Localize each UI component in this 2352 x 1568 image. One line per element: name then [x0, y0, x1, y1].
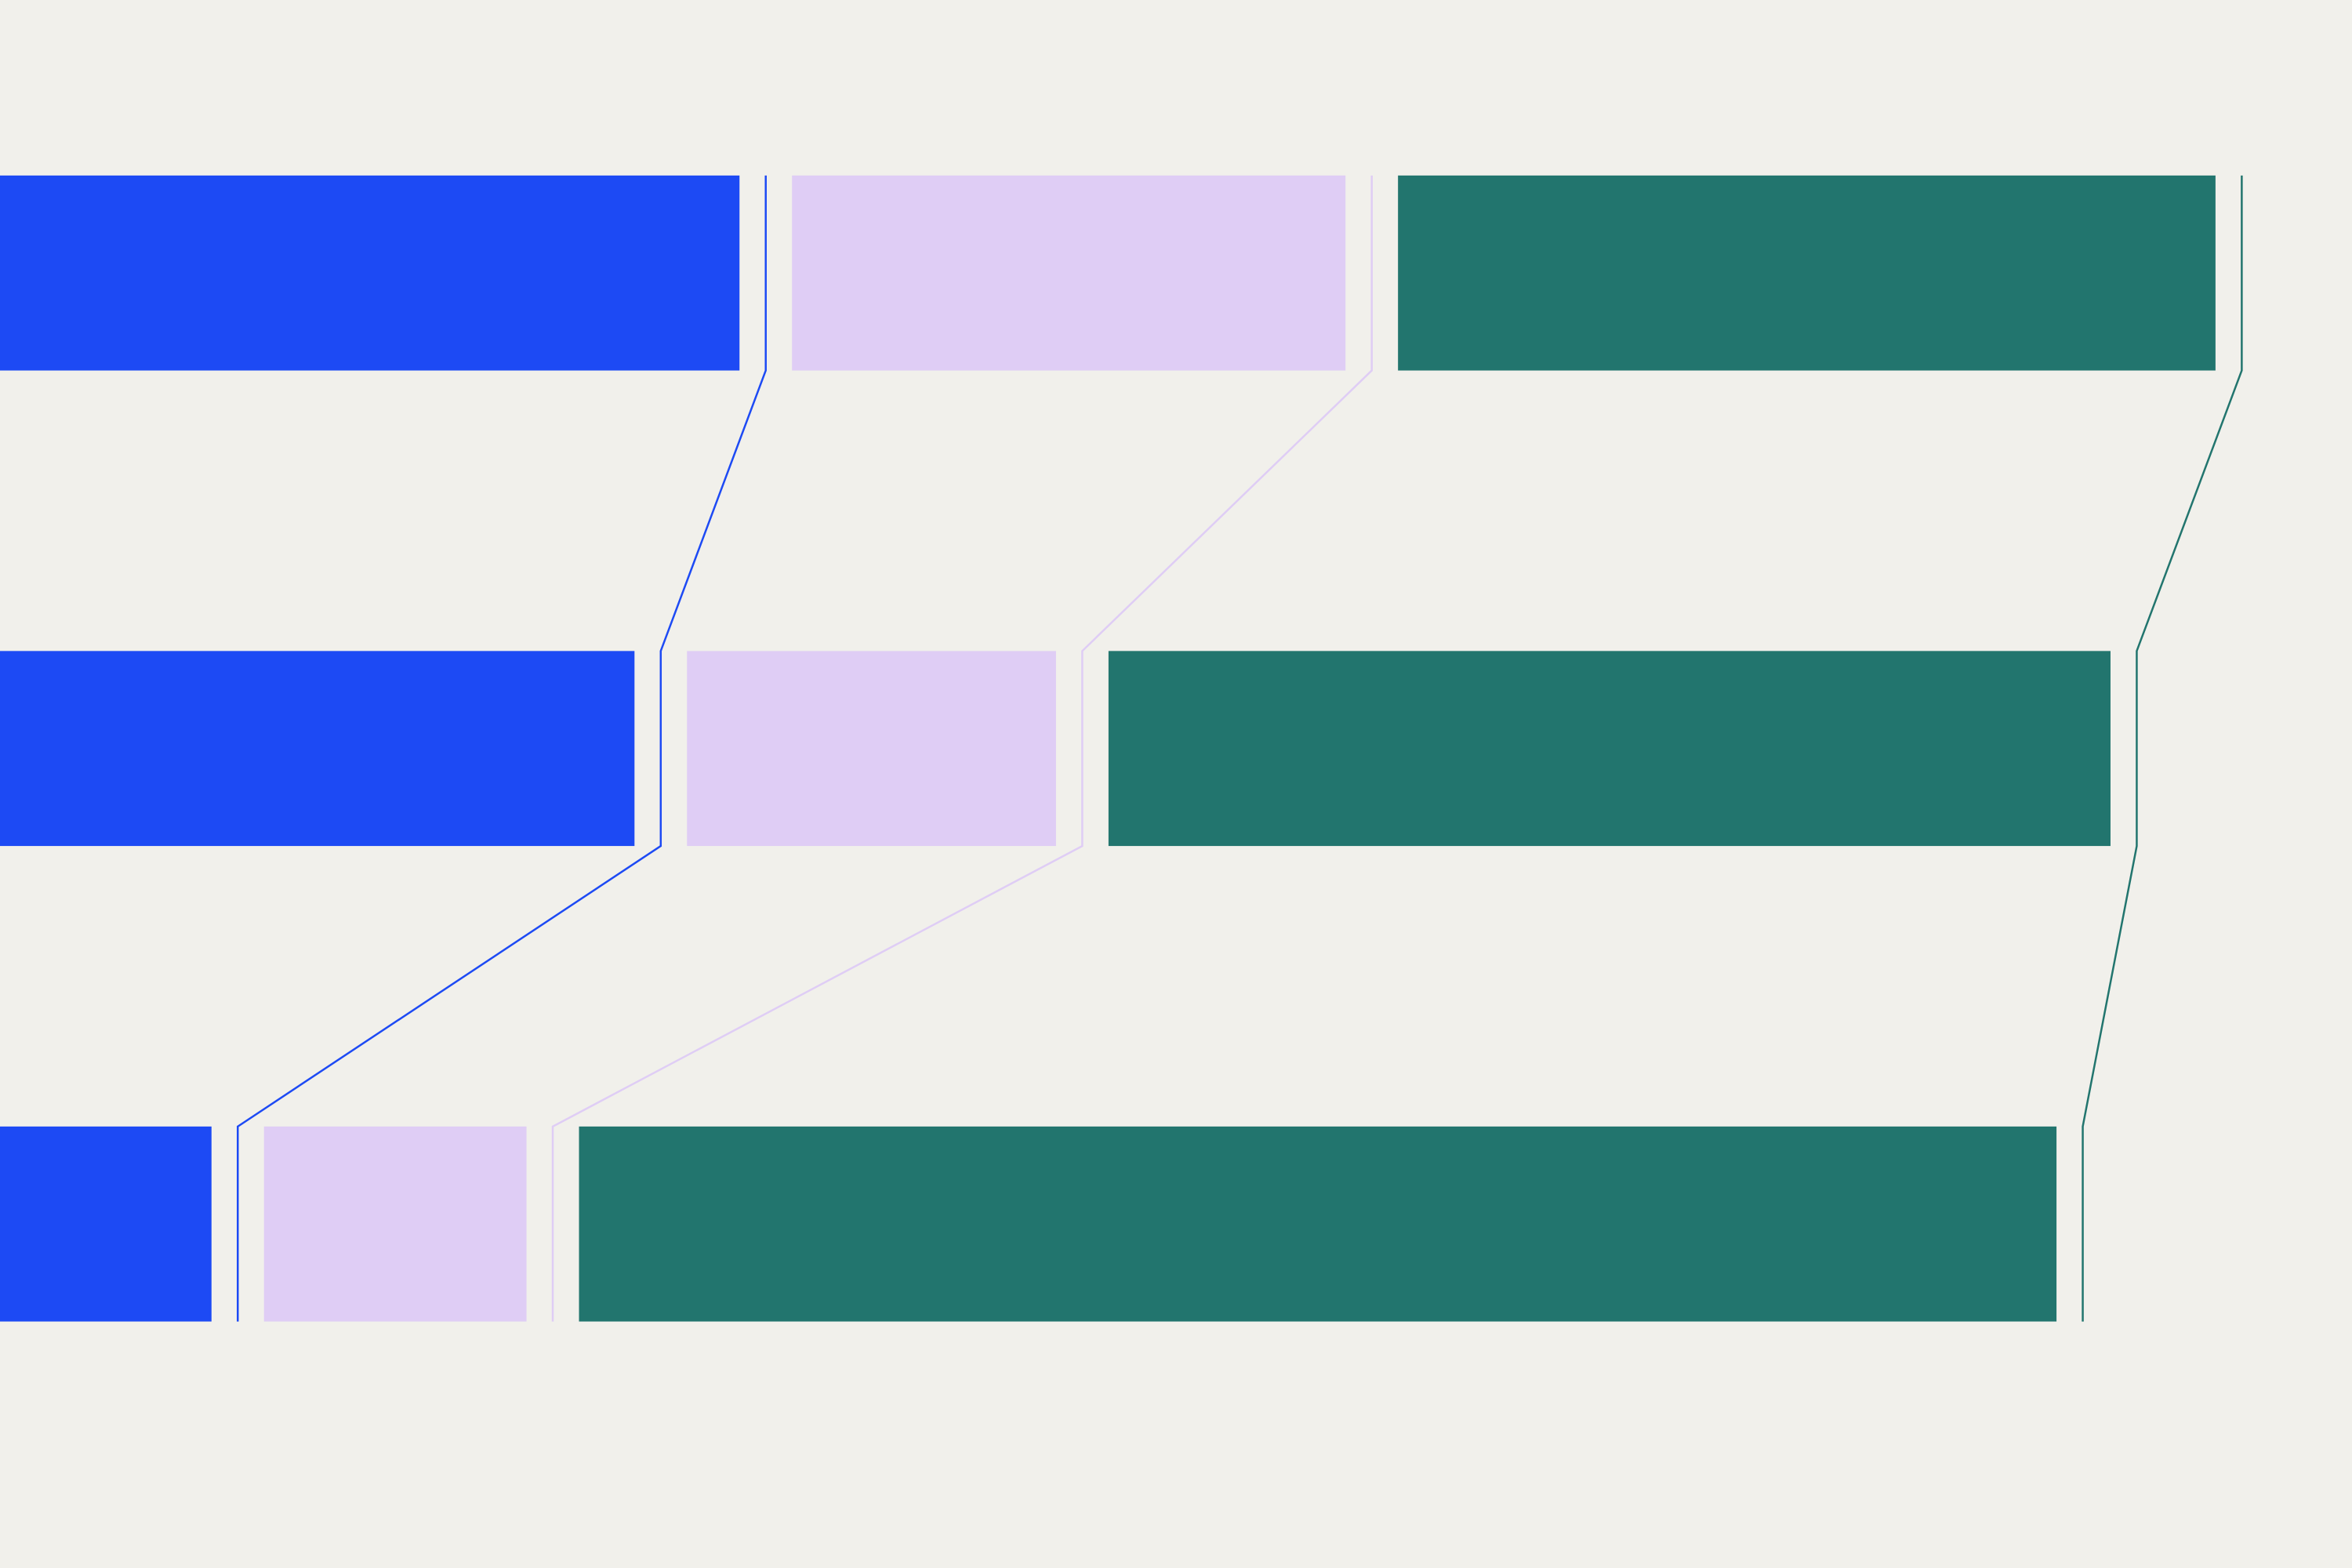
- bar-segment: [687, 651, 1056, 847]
- bar-segment: [579, 1126, 2057, 1322]
- bar-segment: [263, 1126, 527, 1322]
- bar-segment: [792, 175, 1346, 371]
- bar-segment: [1108, 651, 2111, 847]
- connector: [2082, 175, 2243, 1322]
- bar-segment: [0, 651, 635, 847]
- connector: [551, 175, 1373, 1322]
- bar-segment: [1398, 175, 2216, 371]
- bar-segment: [0, 1126, 212, 1322]
- bar-segment: [0, 175, 740, 371]
- connector: [237, 175, 767, 1322]
